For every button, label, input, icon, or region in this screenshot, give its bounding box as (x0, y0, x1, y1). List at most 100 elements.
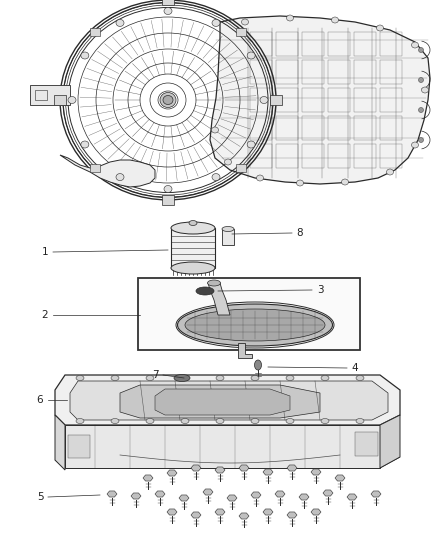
Ellipse shape (116, 19, 124, 27)
Ellipse shape (68, 96, 76, 103)
Ellipse shape (377, 25, 384, 31)
Bar (354, 88, 376, 112)
Text: 8: 8 (297, 228, 303, 238)
Ellipse shape (189, 221, 197, 225)
Ellipse shape (260, 96, 268, 103)
Ellipse shape (164, 185, 172, 192)
Polygon shape (55, 415, 65, 470)
Bar (162, 195, 174, 205)
Bar (250, 60, 272, 84)
Ellipse shape (257, 175, 264, 181)
Bar (250, 32, 272, 56)
Ellipse shape (181, 376, 189, 381)
Polygon shape (65, 425, 380, 468)
Ellipse shape (212, 127, 219, 133)
Bar (276, 116, 298, 140)
Bar (302, 88, 324, 112)
Ellipse shape (177, 304, 332, 346)
Polygon shape (287, 512, 297, 518)
Polygon shape (215, 467, 225, 473)
Ellipse shape (216, 418, 224, 424)
Ellipse shape (254, 360, 261, 370)
Polygon shape (355, 432, 378, 456)
Ellipse shape (76, 418, 84, 424)
Bar (138, 278, 360, 350)
Polygon shape (68, 435, 90, 458)
Ellipse shape (251, 376, 259, 381)
Bar (380, 88, 402, 112)
Ellipse shape (76, 376, 84, 381)
Ellipse shape (146, 376, 154, 381)
Ellipse shape (212, 19, 220, 27)
Polygon shape (323, 490, 333, 496)
Ellipse shape (116, 174, 124, 181)
Bar (328, 88, 350, 112)
Polygon shape (263, 469, 273, 475)
Polygon shape (120, 385, 320, 418)
Ellipse shape (418, 108, 424, 112)
Ellipse shape (164, 7, 172, 14)
Ellipse shape (111, 376, 119, 381)
Ellipse shape (160, 93, 176, 108)
Ellipse shape (418, 138, 424, 142)
Ellipse shape (81, 52, 89, 59)
Bar (328, 144, 350, 168)
Ellipse shape (111, 418, 119, 424)
Ellipse shape (251, 418, 259, 424)
Bar (328, 32, 350, 56)
Polygon shape (311, 509, 321, 515)
Ellipse shape (321, 376, 329, 381)
Polygon shape (238, 343, 252, 358)
Bar (302, 60, 324, 84)
Bar (30, 85, 70, 105)
Bar (328, 60, 350, 84)
Polygon shape (55, 375, 400, 425)
Bar (302, 144, 324, 168)
Ellipse shape (225, 159, 232, 165)
Bar (236, 164, 246, 172)
Polygon shape (191, 512, 201, 518)
Bar (236, 28, 246, 36)
Ellipse shape (171, 262, 215, 274)
Bar (354, 144, 376, 168)
Ellipse shape (297, 180, 304, 186)
Bar (90, 28, 100, 36)
Text: 5: 5 (37, 492, 43, 502)
Polygon shape (179, 495, 189, 501)
Text: 2: 2 (42, 310, 48, 320)
Ellipse shape (146, 418, 154, 424)
Bar (276, 144, 298, 168)
Polygon shape (380, 415, 400, 468)
Text: 3: 3 (317, 285, 323, 295)
Text: 1: 1 (42, 247, 48, 257)
Polygon shape (107, 491, 117, 497)
Ellipse shape (411, 42, 418, 48)
Ellipse shape (185, 309, 325, 341)
Ellipse shape (171, 222, 215, 234)
Bar (54, 95, 66, 105)
Ellipse shape (332, 17, 339, 23)
Polygon shape (70, 381, 388, 420)
Bar (90, 164, 100, 172)
Polygon shape (311, 469, 321, 475)
Ellipse shape (286, 15, 293, 21)
Bar (380, 60, 402, 84)
Polygon shape (275, 491, 285, 497)
Polygon shape (143, 475, 153, 481)
Ellipse shape (174, 375, 190, 382)
Polygon shape (203, 489, 213, 495)
Text: 6: 6 (37, 395, 43, 405)
Polygon shape (335, 475, 345, 481)
Bar (328, 116, 350, 140)
Ellipse shape (356, 418, 364, 424)
Bar (354, 116, 376, 140)
Ellipse shape (163, 95, 173, 104)
Ellipse shape (286, 418, 294, 424)
Ellipse shape (212, 174, 220, 181)
Ellipse shape (241, 19, 248, 25)
Polygon shape (191, 465, 201, 471)
Ellipse shape (247, 141, 255, 148)
Bar (222, 229, 234, 245)
Ellipse shape (342, 179, 349, 185)
Ellipse shape (81, 141, 89, 148)
